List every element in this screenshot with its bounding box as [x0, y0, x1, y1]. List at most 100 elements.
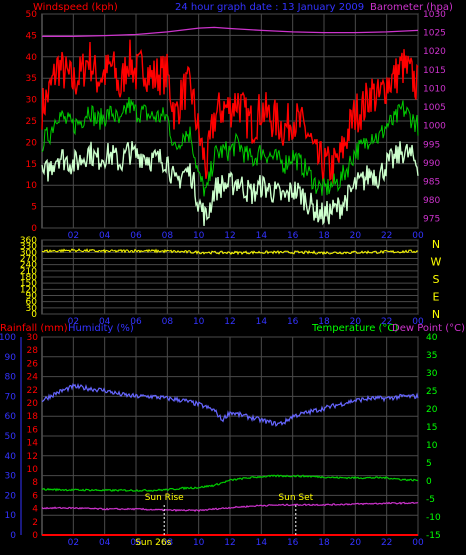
wind-x-tick: 00 — [412, 231, 424, 241]
barometer-y-tick: 1020 — [423, 47, 446, 57]
direction-x-tick: 22 — [381, 317, 392, 327]
compass-tick: W — [431, 256, 442, 269]
climate-x-tick: 00 — [412, 538, 424, 548]
direction-x-tick: 16 — [287, 317, 299, 327]
wind-y-tick: 20 — [26, 138, 38, 148]
temperature-y-tick: 20 — [426, 405, 438, 415]
rainfall-y-tick: 20 — [27, 399, 39, 409]
direction-x-tick: 06 — [130, 317, 142, 327]
barometer-y-tick: 985 — [423, 177, 440, 187]
barometer-y-tick: 990 — [423, 159, 440, 169]
climate-x-tick: 02 — [68, 538, 79, 548]
direction-y-tick: 330 — [20, 242, 37, 252]
rainfall-y-tick: 8 — [32, 478, 38, 488]
wind-y-tick: 10 — [26, 181, 38, 191]
rainfall-y-tick: 4 — [32, 505, 38, 515]
wind-y-tick: 50 — [26, 10, 38, 20]
humidity-y-tick: 80 — [5, 373, 17, 383]
climate-x-tick: 20 — [350, 538, 362, 548]
windspeed-title: Windspeed (kph) — [33, 2, 118, 13]
temperature-y-tick: 10 — [426, 441, 438, 451]
compass-tick: E — [433, 291, 440, 304]
wind-x-tick: 14 — [256, 231, 268, 241]
temperature-y-tick: 0 — [426, 477, 432, 487]
direction-y-tick: 270 — [20, 255, 37, 265]
temperature-y-tick: 5 — [426, 459, 432, 469]
direction-y-tick: 120 — [20, 285, 37, 295]
humidity-y-tick: 90 — [5, 353, 17, 363]
climate-x-tick: 18 — [318, 538, 330, 548]
humidity-title: Humidity (%) — [68, 323, 134, 334]
barometer-y-tick: 1005 — [423, 103, 446, 113]
sun-marker-label: Sun Rise — [145, 493, 184, 503]
wind-y-tick: 35 — [26, 74, 37, 84]
compass-tick: N — [432, 308, 440, 321]
humidity-y-tick: 100 — [0, 333, 16, 343]
barometer-y-tick: 1025 — [423, 29, 446, 39]
rainfall-y-tick: 10 — [27, 465, 39, 475]
wind-x-tick: 22 — [381, 231, 392, 241]
direction-y-tick: 300 — [20, 248, 37, 258]
humidity-y-tick: 10 — [5, 511, 17, 521]
wind-x-tick: 02 — [68, 231, 79, 241]
wind-average-line — [41, 96, 419, 197]
compass-tick: N — [432, 238, 440, 251]
wind-minimum-line — [41, 141, 419, 226]
graph-date-title: 24 hour graph date : 13 January 2009 — [175, 2, 364, 13]
barometer-y-tick: 975 — [423, 215, 440, 225]
temperature-y-tick: 15 — [426, 423, 437, 433]
temperature-y-tick: -15 — [426, 531, 441, 541]
wind-y-tick: 15 — [26, 160, 37, 170]
wind-y-tick: 30 — [26, 96, 38, 106]
barometer-y-tick: 1015 — [423, 66, 446, 76]
grid-layer — [42, 13, 419, 536]
barometer-y-tick: 1030 — [423, 10, 446, 20]
wind-x-tick: 10 — [193, 231, 205, 241]
direction-x-tick: 02 — [68, 317, 79, 327]
rainfall-y-tick: 26 — [27, 359, 39, 369]
temperature-line — [41, 474, 419, 492]
barometer-line — [42, 26, 419, 37]
direction-x-tick: 04 — [99, 317, 111, 327]
temperature-y-tick: 35 — [426, 351, 437, 361]
temperature-title: Temperature (°C) — [311, 323, 398, 334]
wind-y-tick: 0 — [31, 224, 37, 234]
direction-x-tick: 08 — [162, 317, 174, 327]
barometer-y-tick: 980 — [423, 196, 440, 206]
direction-y-tick: 60 — [26, 298, 38, 308]
climate-x-tick: 06 — [130, 538, 142, 548]
direction-y-tick: 360 — [20, 236, 37, 246]
humidity-y-tick: 40 — [5, 452, 17, 462]
direction-y-tick: 0 — [31, 310, 37, 320]
humidity-y-tick: 20 — [5, 491, 17, 501]
rainfall-y-tick: 0 — [32, 531, 38, 541]
humidity-y-tick: 70 — [5, 392, 17, 402]
barometer-title: Barometer (hpa) — [370, 2, 453, 13]
wind-x-tick: 08 — [162, 231, 174, 241]
direction-x-tick: 12 — [224, 317, 235, 327]
wind-x-tick: 20 — [350, 231, 362, 241]
humidity-line — [41, 382, 419, 427]
climate-x-tick: 08 — [162, 538, 174, 548]
rainfall-title: Rainfall (mm) — [0, 323, 68, 334]
rainfall-y-tick: 24 — [27, 373, 39, 383]
compass-tick: S — [433, 273, 440, 286]
climate-x-tick: 14 — [256, 538, 268, 548]
humidity-y-tick: 30 — [5, 472, 17, 482]
wind-gust-line — [41, 39, 419, 184]
humidity-y-tick: 0 — [10, 531, 16, 541]
rainfall-y-tick: 28 — [27, 346, 39, 356]
humidity-y-tick: 50 — [5, 432, 17, 442]
barometer-y-tick: 1010 — [423, 84, 446, 94]
direction-x-tick: 14 — [256, 317, 268, 327]
direction-y-tick: 30 — [26, 304, 38, 314]
axes-layer: 0510152025303540455097598098599099510001… — [0, 10, 446, 548]
wind-y-tick: 5 — [31, 203, 37, 213]
temperature-y-tick: 30 — [426, 369, 438, 379]
wind-y-tick: 25 — [26, 117, 37, 127]
wind-direction-line — [41, 248, 419, 256]
temperature-y-tick: 40 — [426, 333, 438, 343]
temperature-y-tick: -10 — [426, 513, 441, 523]
direction-y-tick: 180 — [20, 273, 37, 283]
wind-x-tick: 06 — [130, 231, 142, 241]
